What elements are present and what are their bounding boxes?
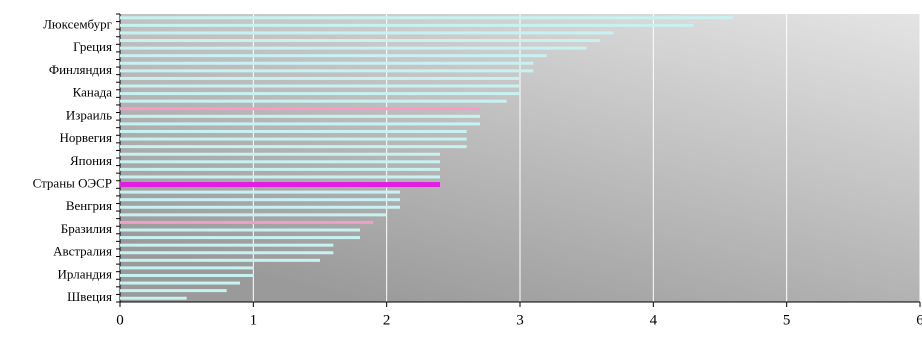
bar: [120, 266, 254, 270]
y-tick-label: Ирландия: [58, 266, 113, 281]
bar: [120, 122, 480, 126]
bar: [120, 54, 547, 58]
bar: [120, 281, 240, 285]
bar: [120, 69, 534, 73]
bar: [120, 205, 400, 209]
bar: [120, 182, 440, 188]
y-tick-label: Швеция: [67, 289, 112, 304]
y-tick-label: Япония: [70, 153, 112, 168]
y-tick-label: Греция: [73, 39, 112, 54]
bar: [120, 61, 534, 65]
bar: [120, 76, 520, 80]
y-tick-label: Люксембург: [43, 16, 112, 31]
y-tick-label: Норвегия: [60, 130, 113, 145]
bar: [120, 129, 467, 133]
x-tick-label: 6: [916, 312, 922, 328]
y-tick-label: Венгрия: [66, 198, 112, 213]
bar: [120, 46, 587, 50]
bar: [120, 107, 480, 111]
bar: [120, 31, 614, 35]
bar: [120, 92, 520, 96]
y-tick-label: Израиль: [66, 107, 112, 122]
bar: [120, 175, 440, 179]
x-tick-label: 1: [250, 312, 258, 328]
bar: [120, 273, 254, 277]
bar: [120, 198, 400, 202]
bar: [120, 84, 520, 88]
bar: [120, 23, 694, 27]
x-tick-label: 0: [116, 312, 124, 328]
bar: [120, 137, 467, 141]
y-tick-label: Финляндия: [49, 62, 112, 77]
bar: [120, 145, 467, 149]
bar: [120, 152, 440, 156]
bar: [120, 289, 227, 293]
bar: [120, 114, 480, 118]
y-tick-label: Бразилия: [61, 221, 112, 236]
bar: [120, 16, 734, 20]
x-tick-label: 2: [383, 312, 391, 328]
bar: [120, 190, 400, 194]
y-tick-label: Страны ОЭСР: [33, 176, 112, 191]
x-tick-label: 5: [783, 312, 791, 328]
bar: [120, 99, 507, 103]
bar: [120, 220, 374, 224]
bar: [120, 39, 600, 43]
bar: [120, 296, 187, 300]
x-tick-label: 4: [650, 312, 658, 328]
bar: [120, 160, 440, 164]
bar: [120, 167, 440, 171]
bar: [120, 213, 387, 217]
x-tick-label: 3: [516, 312, 524, 328]
y-tick-label: Канада: [73, 85, 113, 100]
bar: [120, 251, 334, 255]
bar: [120, 243, 334, 247]
bar: [120, 236, 360, 240]
y-tick-label: Австралия: [53, 244, 112, 259]
bar: [120, 258, 320, 262]
bar: [120, 228, 360, 232]
